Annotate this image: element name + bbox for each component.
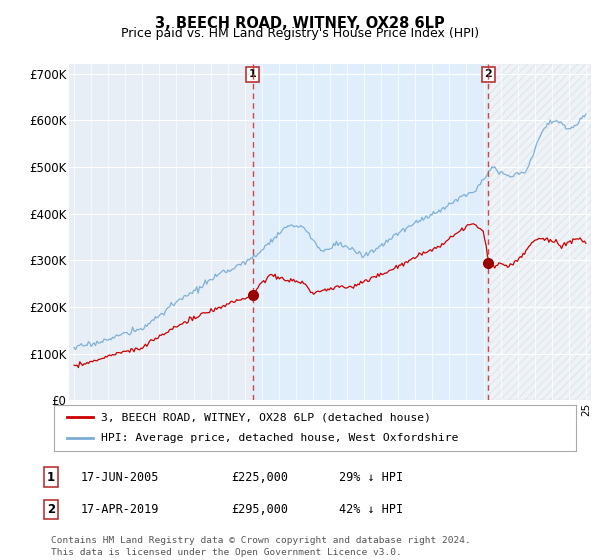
Text: 29% ↓ HPI: 29% ↓ HPI (339, 470, 403, 484)
Text: Price paid vs. HM Land Registry's House Price Index (HPI): Price paid vs. HM Land Registry's House … (121, 27, 479, 40)
Bar (488, 64, 591, 400)
Text: 17-JUN-2005: 17-JUN-2005 (81, 470, 160, 484)
Text: 3, BEECH ROAD, WITNEY, OX28 6LP: 3, BEECH ROAD, WITNEY, OX28 6LP (155, 16, 445, 31)
Text: £295,000: £295,000 (231, 503, 288, 516)
Text: 42% ↓ HPI: 42% ↓ HPI (339, 503, 403, 516)
Bar (253, 64, 488, 400)
Text: 2: 2 (485, 69, 493, 80)
Text: HPI: Average price, detached house, West Oxfordshire: HPI: Average price, detached house, West… (101, 433, 458, 444)
Text: 1: 1 (47, 470, 55, 484)
Text: 1: 1 (248, 69, 256, 80)
Text: £225,000: £225,000 (231, 470, 288, 484)
Text: 3, BEECH ROAD, WITNEY, OX28 6LP (detached house): 3, BEECH ROAD, WITNEY, OX28 6LP (detache… (101, 412, 431, 422)
Text: 17-APR-2019: 17-APR-2019 (81, 503, 160, 516)
Text: 2: 2 (47, 503, 55, 516)
Text: Contains HM Land Registry data © Crown copyright and database right 2024.
This d: Contains HM Land Registry data © Crown c… (51, 536, 471, 557)
